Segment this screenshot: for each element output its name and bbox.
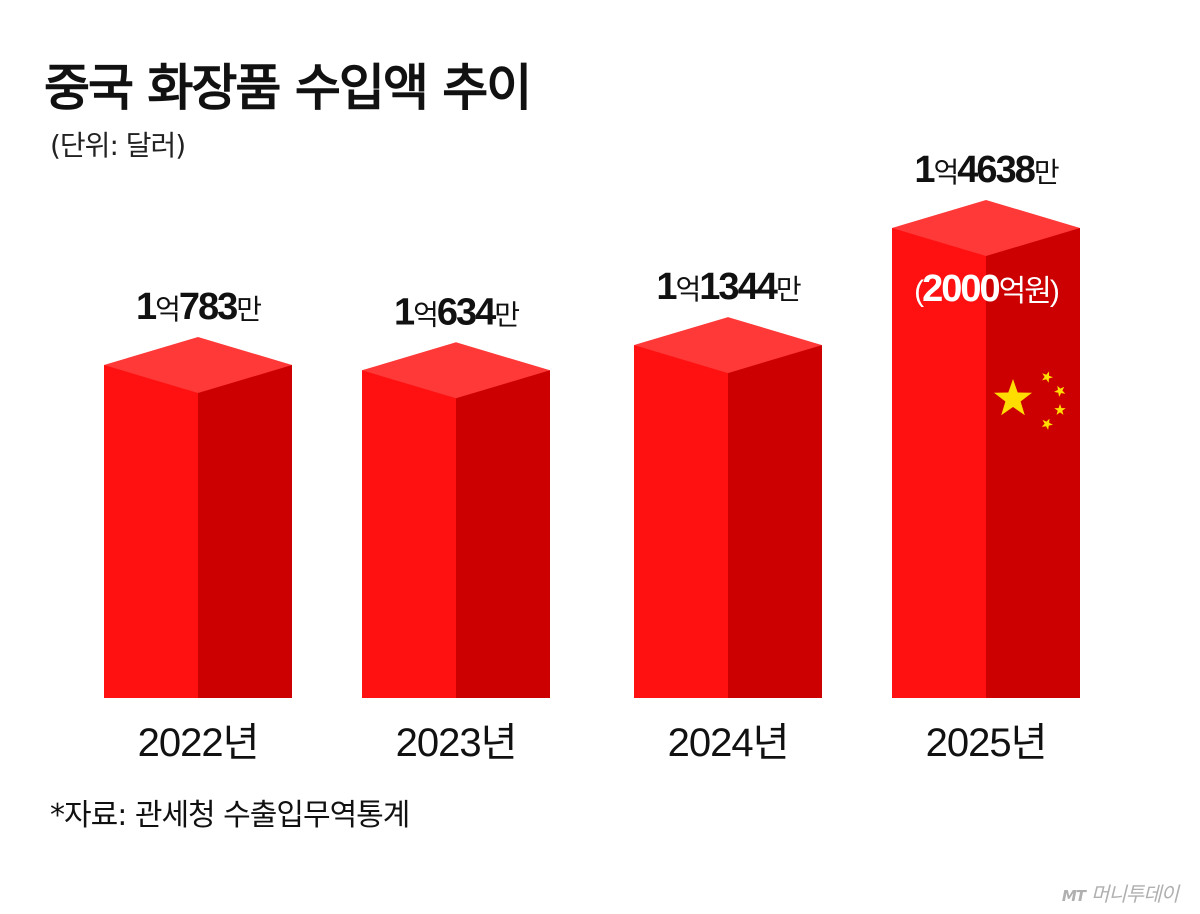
star-icon xyxy=(1054,404,1066,415)
data-label-part: 1 xyxy=(656,266,677,308)
data-label: 1억1344만 xyxy=(656,266,800,308)
bar-top-face xyxy=(104,337,292,393)
category-label: 2024년 xyxy=(668,721,789,765)
bar-4 xyxy=(892,200,1080,698)
krw-label: (2000억원) xyxy=(914,268,1059,310)
data-label-part: 만 xyxy=(776,274,801,305)
flag-stars xyxy=(994,371,1066,430)
data-label-part: 억 xyxy=(676,274,700,305)
star-icon xyxy=(1042,371,1053,383)
unit-note: (단위: 달러) xyxy=(50,129,186,162)
source-note: *자료: 관세청 수출입무역통계 xyxy=(50,798,410,833)
data-label-part: 만 xyxy=(236,294,261,325)
data-label-part: 4638 xyxy=(957,149,1034,191)
watermark-logo: MT xyxy=(1061,887,1086,905)
bar-front-face xyxy=(892,228,986,698)
krw-label-part: ) xyxy=(1050,275,1059,308)
watermark-text: 머니투데이 xyxy=(1091,882,1179,906)
bar-side-face xyxy=(728,345,822,698)
krw-label-part: 2000 xyxy=(922,268,999,310)
krw-label-part: 억원 xyxy=(999,275,1050,308)
star-icon xyxy=(1041,418,1053,430)
category-label: 2022년 xyxy=(138,721,259,765)
star-icon xyxy=(994,379,1032,416)
data-label-part: 억 xyxy=(155,294,179,325)
data-label: 1억634만 xyxy=(394,291,519,333)
data-label-part: 1344 xyxy=(699,266,777,308)
category-label: 2025년 xyxy=(926,721,1047,765)
bar-1 xyxy=(104,337,292,698)
bar-front-face xyxy=(104,365,198,698)
data-label-part: 억 xyxy=(413,299,437,330)
bar-front-face xyxy=(634,345,728,698)
bar-3 xyxy=(634,317,822,698)
bar-top-face xyxy=(892,200,1080,256)
data-label-part: 1 xyxy=(914,149,935,191)
bar-2 xyxy=(362,342,550,698)
category-label: 2023년 xyxy=(396,721,517,765)
data-label-part: 억 xyxy=(934,157,958,188)
bar-side-face xyxy=(986,228,1080,698)
data-label-part: 만 xyxy=(1034,157,1059,188)
chart-title: 중국 화장품 수입액 추이 xyxy=(44,59,532,117)
data-label-part: 1 xyxy=(394,291,415,333)
data-label: 1억783만 xyxy=(136,286,261,328)
watermark: MT 머니투데이 xyxy=(1061,878,1179,907)
bar-side-face xyxy=(456,370,550,698)
data-label-part: 만 xyxy=(494,299,519,330)
data-label-part: 634 xyxy=(437,291,496,333)
bar-front-face xyxy=(362,370,456,698)
bar-top-face xyxy=(362,342,550,399)
star-icon xyxy=(1054,385,1066,397)
bar-top-face xyxy=(634,317,822,374)
bar-side-face xyxy=(198,365,292,698)
data-label: 1억4638만 xyxy=(914,149,1058,191)
data-label-part: 1 xyxy=(136,286,157,328)
data-label-part: 783 xyxy=(179,286,237,328)
